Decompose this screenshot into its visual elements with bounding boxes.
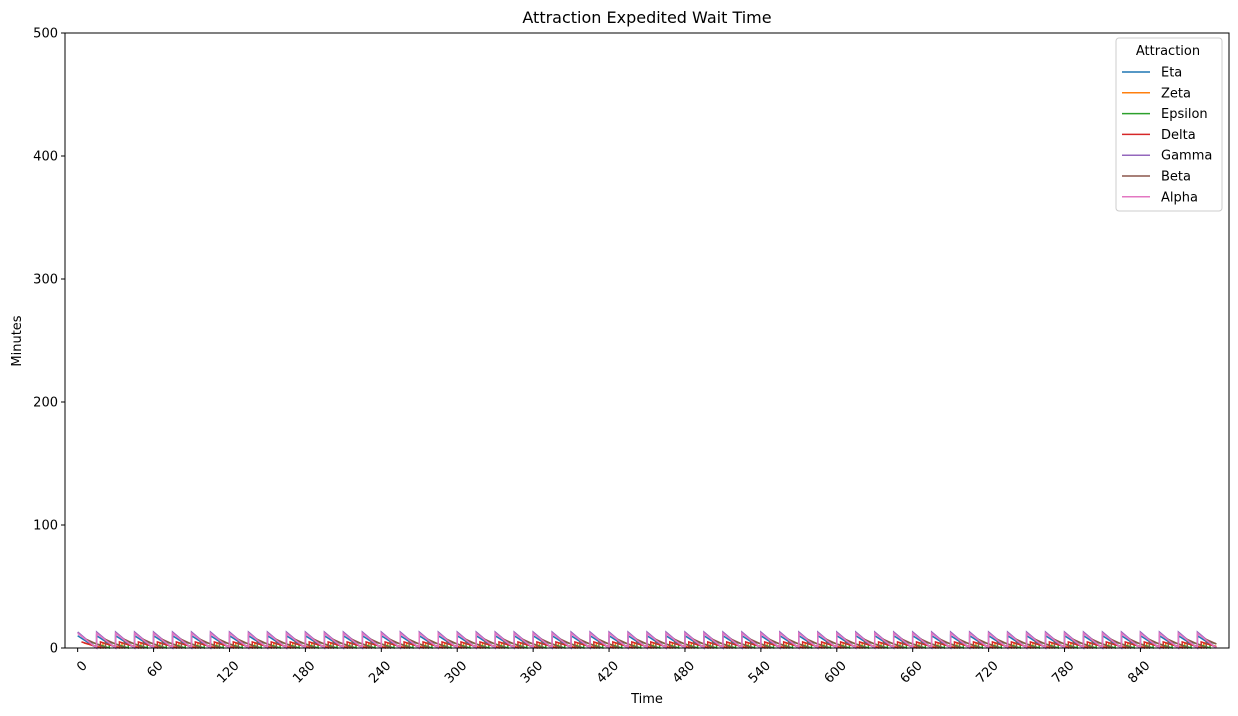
legend-label-beta: Beta: [1161, 170, 1191, 185]
legend-label-delta: Delta: [1161, 128, 1196, 143]
legend-label-zeta: Zeta: [1161, 86, 1191, 101]
legend-title: Attraction: [1136, 44, 1200, 59]
legend-label-alpha: Alpha: [1161, 190, 1198, 205]
y-tick-label: 0: [50, 642, 58, 657]
series-line-alpha: [77, 631, 1217, 650]
y-axis: 0 100 200 300 400 500: [33, 27, 65, 657]
legend-label-gamma: Gamma: [1161, 149, 1212, 164]
chart-title: Attraction Expedited Wait Time: [522, 8, 771, 27]
y-tick-label: 500: [33, 27, 58, 42]
y-tick-label: 100: [33, 519, 58, 534]
plot-frame: [64, 32, 1230, 649]
legend-box: [1115, 37, 1223, 212]
plot-area-lines: [77, 630, 1217, 650]
x-axis-label: Time: [630, 692, 663, 707]
legend-items: Eta Zeta Epsilon Delta Gamma Beta Alpha: [1122, 66, 1212, 205]
y-tick-label: 200: [33, 396, 58, 411]
legend-label-eta: Eta: [1161, 66, 1182, 81]
legend: Attraction Eta Zeta Epsilon Delta Gamma Beta A…: [1115, 37, 1223, 212]
y-tick-label: 400: [33, 150, 58, 165]
legend-label-epsilon: Epsilon: [1161, 107, 1208, 122]
y-tick-label: 300: [33, 273, 58, 288]
y-axis-label: Minutes: [10, 315, 25, 366]
